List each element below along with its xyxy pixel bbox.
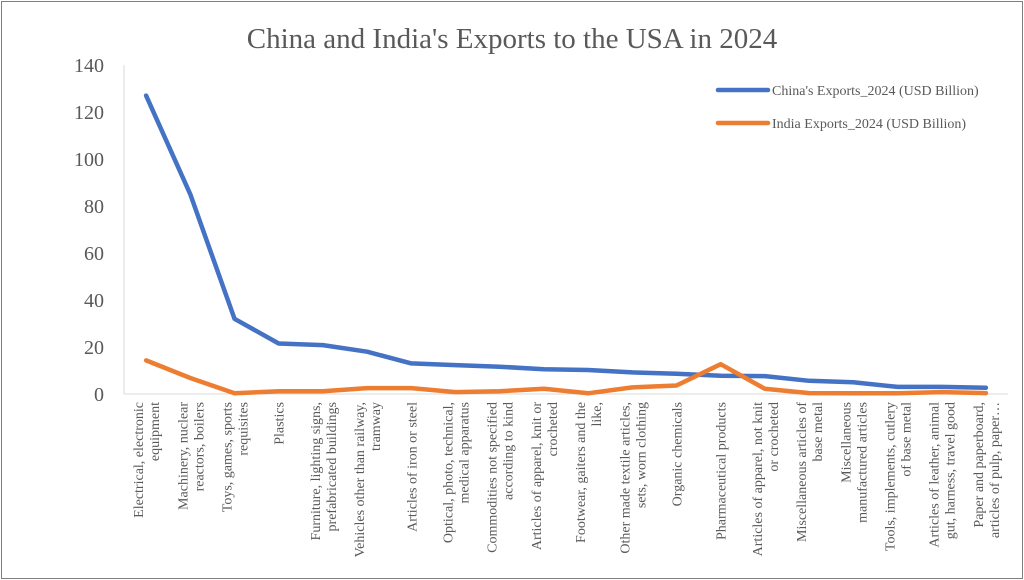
- x-tick-label-line: Miscellaneous articles of: [795, 402, 810, 542]
- x-tick-label: Tools, implements, cutleryof base metal: [884, 402, 915, 551]
- x-tick-label-line: Optical, photo, technical,: [442, 402, 457, 543]
- x-tick-label-line: prefabricated buildings: [325, 402, 340, 531]
- x-tick-label-line: Toys, games, sports: [221, 402, 236, 512]
- legend-label: India Exports_2024 (USD Billion): [772, 117, 966, 132]
- x-tick-label-line: requisites: [237, 402, 252, 456]
- x-tick-label-line: of base metal: [900, 402, 915, 477]
- x-tick-label-line: Paper and paperboard,: [972, 402, 987, 528]
- x-tick-label-line: manufactured articles: [855, 402, 870, 523]
- x-tick-label: Pharmaceutical products: [715, 402, 730, 540]
- x-tick-label-line: according to kind: [502, 402, 517, 500]
- x-tick-label: Toys, games, sportsrequisites: [221, 402, 252, 512]
- x-tick-label-line: Commodities not specified: [486, 402, 501, 553]
- x-tick-label-line: Furniture, lighting signs,: [309, 402, 324, 540]
- x-tick-label-line: Vehicles other than railway,: [353, 402, 368, 557]
- x-tick-label: Articles of iron or steel: [405, 402, 420, 532]
- y-tick-label: 20: [84, 337, 104, 359]
- y-tick-label: 60: [84, 243, 104, 265]
- x-tick-label: Articles of apparel, not knitor crochete…: [751, 402, 782, 556]
- x-tick-label-line: Articles of iron or steel: [405, 402, 420, 532]
- y-tick-label: 80: [84, 196, 104, 218]
- x-tick-label-line: Miscellaneous: [839, 402, 854, 483]
- chart-title: China and India's Exports to the USA in …: [247, 23, 778, 55]
- legend-label: China's Exports_2024 (USD Billion): [772, 84, 979, 99]
- x-tick-label-line: Articles of apparel, knit or: [530, 402, 545, 550]
- x-tick-label-line: articles of pulp, paper…: [988, 402, 1003, 538]
- x-tick-label-line: equipment: [148, 402, 163, 461]
- x-tick-label: Optical, photo, technical,medical appara…: [442, 402, 473, 543]
- x-tick-label-line: Organic chemicals: [671, 402, 686, 506]
- x-tick-label-line: Articles of leather, animal: [928, 402, 943, 548]
- x-tick-label-line: Other made textile articles,: [618, 402, 633, 554]
- x-tick-label-line: Machinery, nuclear: [176, 402, 191, 510]
- x-tick-label: Articles of leather, animalgut, harness,…: [928, 402, 959, 548]
- x-tick-label: Miscellaneousmanufactured articles: [839, 402, 870, 523]
- y-tick-label: 40: [84, 290, 104, 312]
- x-tick-label: Furniture, lighting signs,prefabricated …: [309, 402, 340, 540]
- series-line-india: [143, 358, 989, 396]
- x-tick-label: Footwear, gaiters and thelike,: [574, 402, 605, 543]
- x-tick-label: Plastics: [273, 402, 288, 445]
- x-tick-label-line: base metal: [811, 402, 826, 462]
- x-tick-label-line: medical apparatus: [458, 402, 473, 503]
- x-tick-label: Machinery, nuclearreactors, boilers: [176, 402, 207, 510]
- x-tick-label-line: sets, worn clothing: [634, 402, 649, 508]
- x-tick-label: Vehicles other than railway,tramway: [353, 402, 384, 557]
- x-tick-label-line: Footwear, gaiters and the: [574, 402, 589, 543]
- x-tick-label: Miscellaneous articles ofbase metal: [795, 402, 826, 542]
- series-line-china: [143, 93, 989, 390]
- y-tick-label: 100: [74, 149, 104, 171]
- x-tick-label-line: reactors, boilers: [192, 402, 207, 491]
- x-tick-label: Paper and paperboard,articles of pulp, p…: [972, 402, 1003, 538]
- x-tick-label-line: gut, harness, travel good: [944, 402, 959, 539]
- y-tick-label: 140: [74, 55, 104, 77]
- x-tick-label-line: Plastics: [273, 402, 288, 445]
- x-tick-label-line: Pharmaceutical products: [715, 402, 730, 540]
- y-tick-label: 0: [94, 384, 104, 406]
- plot-area: 0 20 40 60 80 100 120 140 Electrical, electronic…: [74, 55, 1008, 557]
- x-tick-label-line: crocheted: [546, 402, 561, 456]
- x-tick-label-line: tramway: [369, 402, 384, 451]
- x-tick-label: Articles of apparel, knit orcrocheted: [530, 402, 561, 550]
- x-tick-label-line: Tools, implements, cutlery: [884, 402, 899, 551]
- x-tick-label: Electrical, electronicequipment: [132, 402, 163, 518]
- x-tick-label-line: Articles of apparel, not knit: [751, 402, 766, 556]
- x-tick-label: Commodities not specifiedaccording to ki…: [486, 402, 517, 553]
- x-tick-label-line: Electrical, electronic: [132, 402, 147, 518]
- x-tick-label: Other made textile articles,sets, worn c…: [618, 402, 649, 554]
- x-tick-label-line: like,: [590, 402, 605, 427]
- x-tick-label: Organic chemicals: [671, 402, 686, 506]
- x-tick-label-line: or crocheted: [767, 402, 782, 472]
- y-tick-label: 120: [74, 102, 104, 124]
